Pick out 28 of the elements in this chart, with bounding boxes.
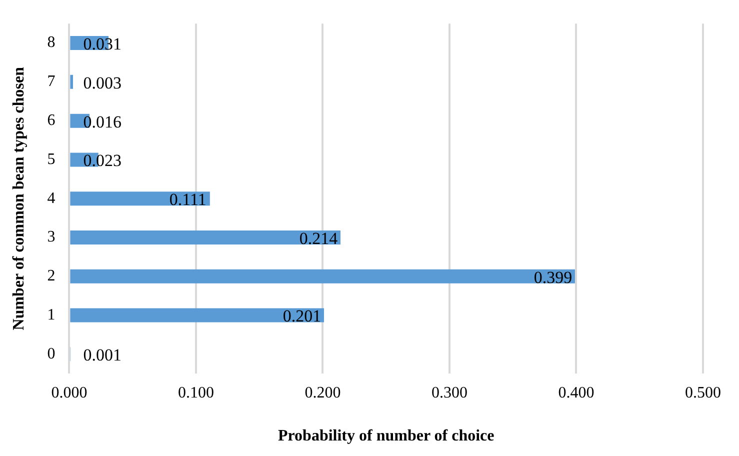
data-label: 0.201: [282, 306, 322, 326]
y-tick-label: 8: [47, 34, 56, 52]
data-label: 0.001: [83, 346, 122, 365]
x-tick-label: 0.200: [304, 384, 341, 402]
x-axis-title: Probability of number of choice: [278, 428, 494, 445]
x-tick-label: 0.100: [178, 384, 214, 402]
bar: [70, 269, 575, 284]
y-tick-label: 7: [47, 73, 56, 90]
data-label: 0.399: [534, 268, 572, 287]
y-axis-title: Number of common bean types chosen: [10, 66, 28, 330]
x-tick-label: 0.400: [558, 384, 594, 402]
bar: [70, 230, 340, 244]
y-tick-label: 6: [47, 112, 56, 130]
bar: [70, 308, 324, 322]
y-tick-label: 2: [47, 268, 56, 285]
y-tick-label: 1: [47, 306, 56, 324]
y-tick-label: 5: [47, 150, 56, 168]
data-label: 0.111: [169, 190, 206, 210]
y-tick-label: 3: [47, 228, 56, 246]
data-label: 0.003: [83, 73, 122, 92]
y-tick-label: 4: [47, 190, 56, 207]
x-tick-label: 0.300: [431, 384, 468, 402]
bar: [70, 74, 74, 89]
data-label: 0.214: [299, 228, 338, 248]
x-tick-label: 0.000: [51, 384, 88, 402]
bar: [70, 192, 210, 206]
x-tick-label: 0.500: [685, 384, 721, 402]
y-tick-label: 0: [47, 345, 56, 362]
